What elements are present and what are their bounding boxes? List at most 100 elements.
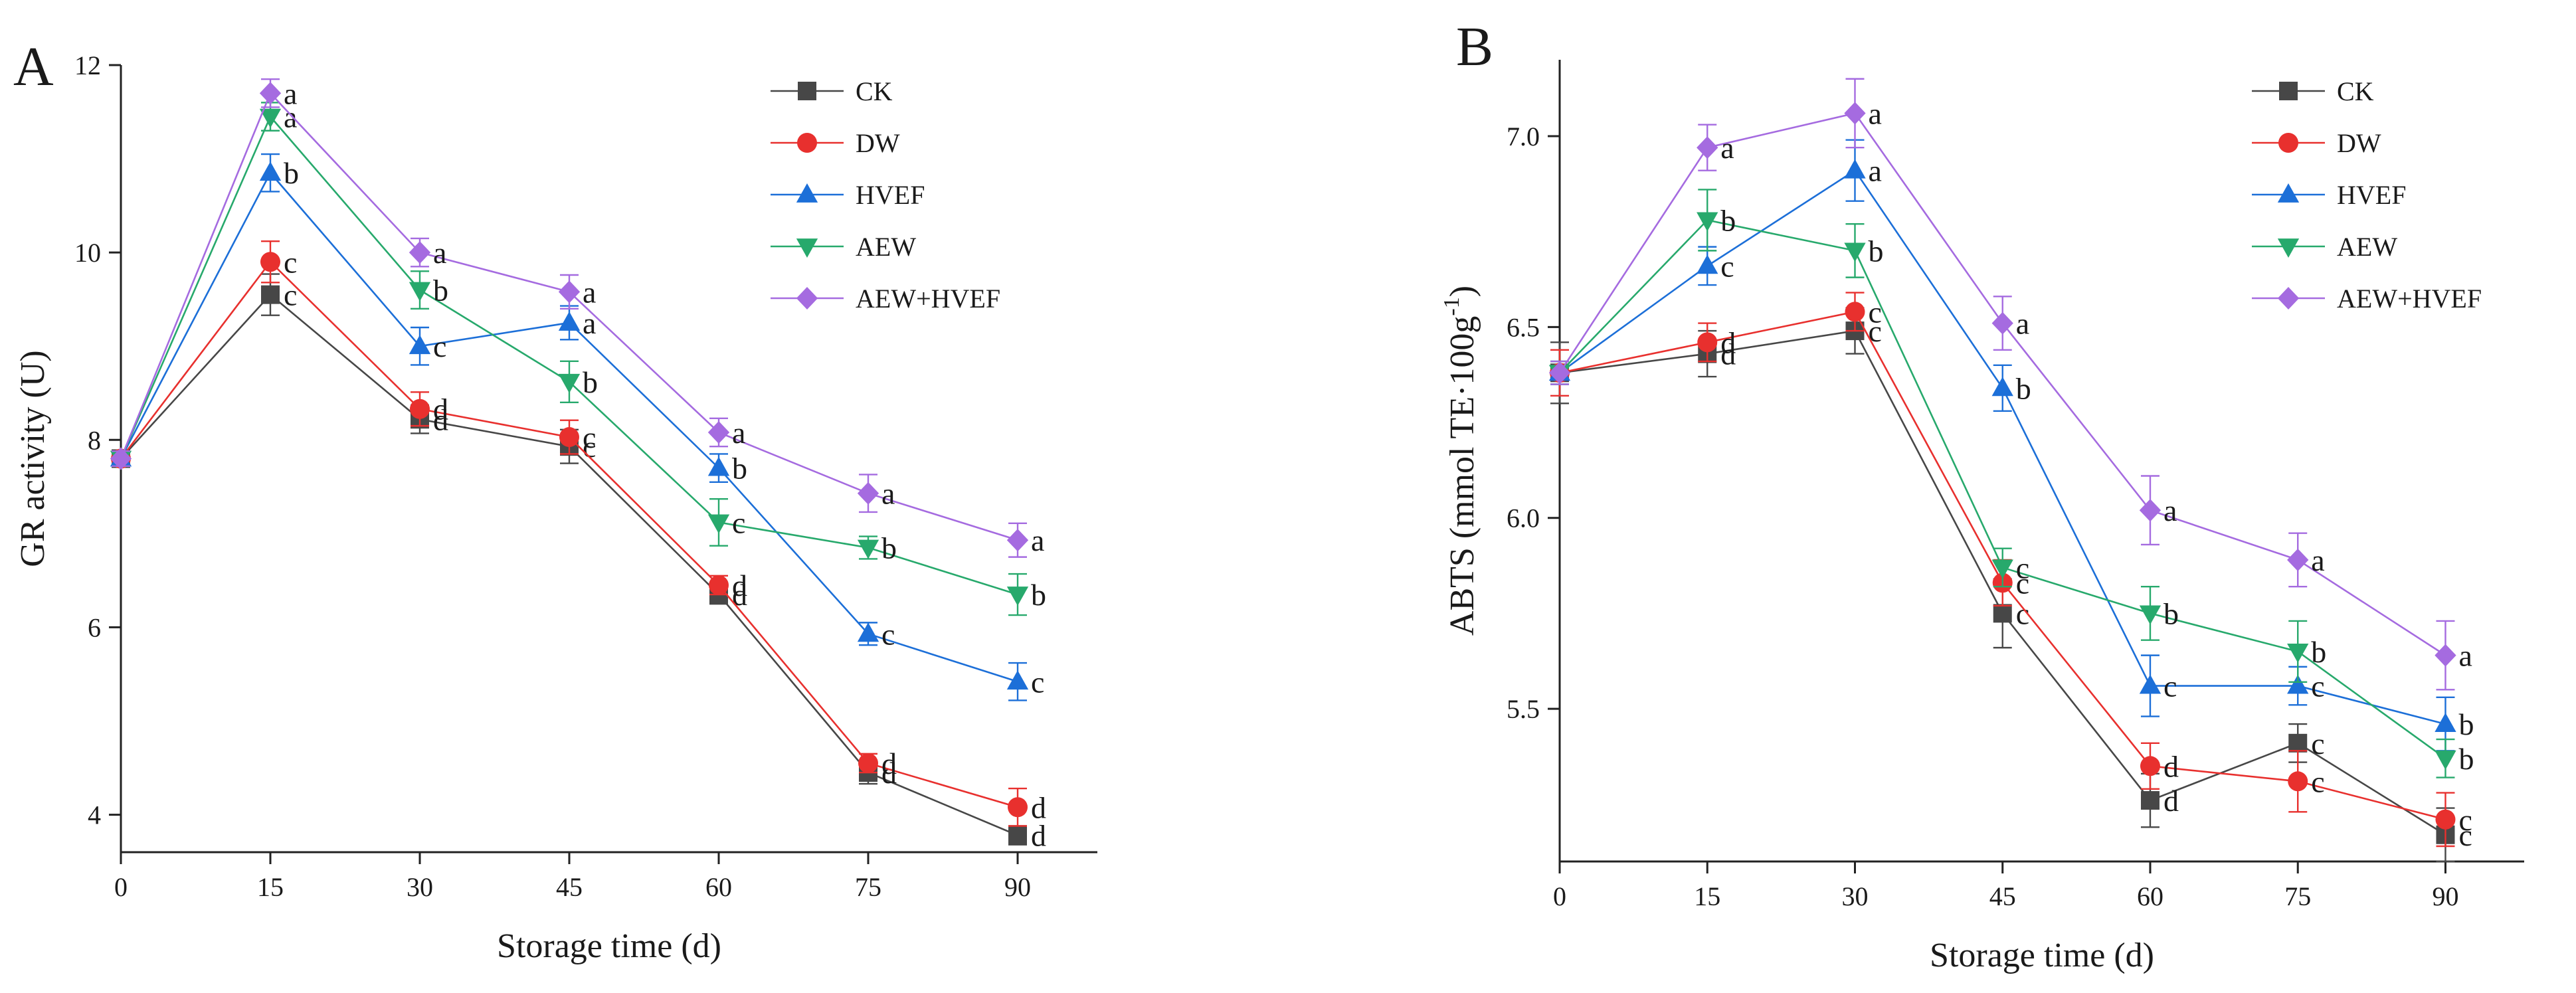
panel-b-series-aew-hvef-point (1844, 102, 1866, 125)
panel-b-x-axis-title: Storage time (d) (1930, 937, 2154, 974)
panel-b-series-hvef-point (1697, 254, 1718, 274)
panel-b-legend-marker (2277, 183, 2300, 203)
panel-a-letter: A (13, 36, 54, 98)
panel-b-legend-label: AEW+HVEF (2337, 284, 2482, 314)
panel-a-legend-item-aew-hvef: AEW+HVEF (771, 284, 1000, 314)
panel-a-legend-marker (797, 133, 817, 153)
panel-b-series-ck-point (1993, 604, 2012, 623)
panel-b-legend-label: CK (2337, 76, 2374, 106)
panel-a-series-ck-letter: c (583, 430, 596, 464)
panel-b-series-aew-hvef-point (1991, 312, 2013, 335)
panel-b-x-tick-label: 90 (2432, 881, 2458, 911)
panel-b-series-aew-hvef-letter: a (1868, 96, 1881, 130)
panel-b-legend-marker (2279, 82, 2298, 100)
panel-a-series-aew-hvef-letter: a (732, 416, 745, 450)
panel-a-series-aew-point (259, 108, 282, 128)
panel-b-letter: B (1456, 16, 1493, 78)
panel-a-series-ck-letter: d (433, 403, 448, 436)
panel-a-x-tick-label: 15 (257, 872, 284, 902)
panel-a-legend-item-aew: AEW (771, 232, 916, 262)
panel-b-series-aew-letter: c (2016, 551, 2029, 585)
panel-a-series-dw-letter: d (732, 569, 747, 602)
panel-b-x-tick-label: 15 (1694, 881, 1720, 911)
panel-b-y-tick-label: 7.0 (1507, 122, 1540, 151)
panel-b-series-aew-hvef-point (1697, 136, 1718, 159)
panel-a-series-dw-letter: d (881, 747, 897, 780)
panel-a-x-tick-label: 45 (556, 872, 583, 902)
panel-b-series-hvef-point (2435, 713, 2456, 732)
panel-a-series-aew-hvef-point (707, 421, 730, 444)
panel-b-y-tick-label: 5.5 (1507, 694, 1540, 724)
panel-a-series-dw-point (858, 753, 878, 773)
panel-a-series-dw-point (1008, 797, 1028, 818)
panel-a-legend-label: AEW+HVEF (856, 284, 1000, 314)
panel-b-series-aew-hvef-letter: a (1720, 131, 1734, 165)
panel-a-series-aew-letter: b (583, 365, 598, 399)
panel-a-series-hvef-point (558, 311, 581, 331)
panel-a-series-hvef-letter: b (284, 156, 299, 190)
panel-b-series-ck-point (2140, 791, 2160, 810)
panel-b-series-aew-point (2435, 750, 2456, 770)
panel-a-series-aew-hvef-point (1006, 529, 1029, 552)
panel-b-legend-item-aew-hvef: AEW+HVEF (2252, 284, 2482, 314)
panel-b-series-aew-letter: b (2311, 635, 2326, 669)
panel-a-series-aew-hvef-letter: a (284, 76, 297, 110)
panel-a-legend-label: DW (856, 128, 900, 158)
panel-b-series-hvef-letter: c (1720, 249, 1734, 283)
panel-a-legend-marker (798, 82, 816, 100)
panel-b-series-ck-point (2288, 733, 2308, 753)
panel-b-series-aew-point (2287, 643, 2309, 663)
panel-a-series-aew-point (409, 282, 431, 302)
panel-b-y-axis-title-main: ABTS (mmol TE·100g (1443, 316, 1481, 636)
panel-a-series-dw-letter: c (583, 420, 596, 454)
panel-b-series-hvef-letter: c (2163, 670, 2177, 703)
panel-a-legend: CK DW HVEF AEW AEW+HVEF (771, 76, 1000, 314)
panel-b-series-ck-letter: c (1868, 314, 1881, 348)
panel-a-series-aew-hvef-letter: a (881, 477, 895, 511)
panel-a-series-hvef-point (259, 161, 282, 181)
panel-a-series-ck-letter: d (881, 756, 897, 790)
panel-b-series-dw-point (2140, 756, 2160, 776)
panel-a-legend-item-hvef: HVEF (771, 180, 925, 210)
panel-b-series-hvef-letter: b (2458, 707, 2474, 741)
panel-a-series-aew-letter: a (284, 100, 297, 134)
panel-b-series-hvef-point (1991, 377, 2013, 397)
panel-b-series-hvef-point (2287, 674, 2309, 694)
panel-a-series-dw-point (709, 575, 729, 595)
panel-a-y-tick-label: 8 (88, 425, 101, 455)
panel-b-series-ck-letter: d (1720, 337, 1736, 371)
panel-a-x-tick-label: 90 (1004, 872, 1031, 902)
panel-b-legend-label: HVEF (2337, 180, 2406, 210)
panel-b-series-hvef-point (1844, 159, 1866, 179)
panel-a-series-aew-hvef-point (857, 482, 879, 505)
panel-a-series-aew-letter: c (732, 505, 745, 539)
panel-b-legend-item-hvef: HVEF (2252, 180, 2406, 210)
panel-a-series-ck-point (1008, 826, 1027, 845)
panel-b-series-aew-letter: b (2163, 596, 2179, 630)
panel-b-x-tick-label: 30 (1841, 881, 1868, 911)
panel-a-series-dw-point (260, 252, 280, 272)
panel-a-series-aew-letter: b (1031, 578, 1046, 612)
panel-b-series-aew-point (1697, 212, 1718, 232)
panel-b-legend-item-ck: CK (2252, 76, 2374, 106)
panel-a-y-tick-label: 12 (74, 50, 101, 80)
panel-b-series-aew-point (2139, 605, 2162, 625)
panel-a-legend-label: HVEF (856, 180, 925, 210)
panel-b-series-aew-hvef-letter: a (2458, 639, 2472, 673)
panel-a-series-ck-letter: c (284, 278, 297, 312)
panel-a-legend-item-ck: CK (771, 76, 893, 106)
panel-a-series-hvef-point (857, 622, 879, 642)
panel-a-series-hvef-letter: b (732, 452, 747, 486)
panel-b-legend-label: AEW (2337, 232, 2397, 262)
panel-a-series-aew-hvef-point (259, 82, 282, 105)
panel-b-x-tick-label: 45 (1989, 881, 2016, 911)
panel-a-legend-label: CK (856, 76, 893, 106)
panel-b-series-dw-point (1845, 302, 1865, 322)
panel-a-series-dw-letter: d (1031, 790, 1046, 824)
panel-a-series-hvef-point (1006, 670, 1029, 690)
panel-b-series-dw-point (1697, 332, 1718, 353)
